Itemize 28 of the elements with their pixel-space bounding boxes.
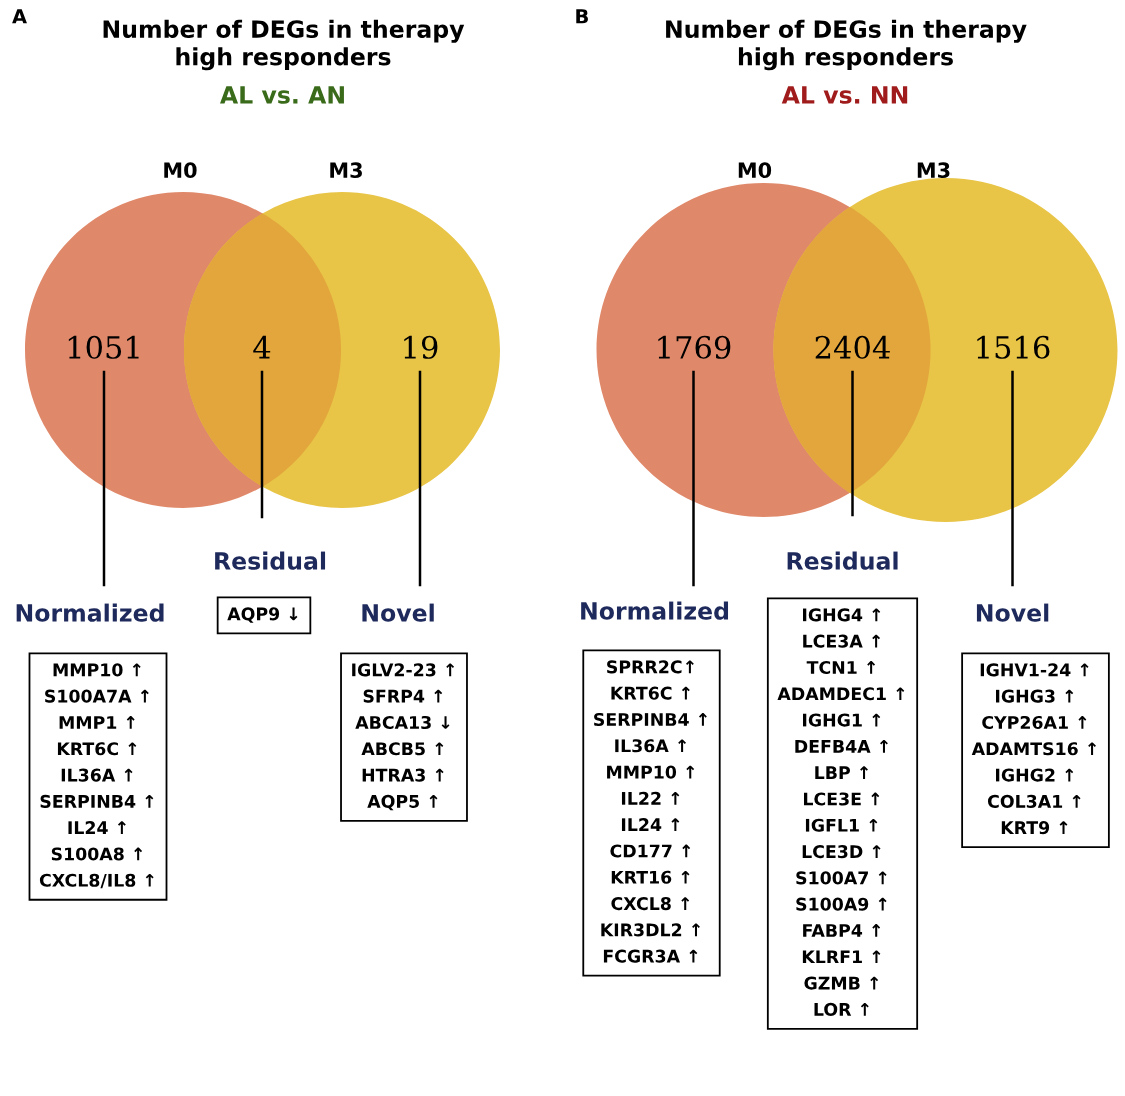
text: AL vs. NN xyxy=(781,86,908,104)
data-label: 19 xyxy=(404,335,438,359)
text: SPRR2C↑ KRT6C ↑ SERPINB4 ↑ IL36A ↑ MMP10 ↑ IL22 ↑ IL24 ↑ CD177 ↑ KRT16 ↑ CXCL8 ↑ KIR3DL2 ↑ FCGR3A ↑ xyxy=(594,660,707,963)
data-label: 2404 xyxy=(815,335,890,359)
text: AL vs. AN xyxy=(220,86,344,104)
text: Number of DEGs in therapy high responders xyxy=(666,19,1027,71)
text: Normalized xyxy=(16,603,164,622)
data-label: 1769 xyxy=(658,335,731,359)
text: IGHG4 ↑ LCE3A ↑ TCN1 ↑ ADAMDEC1 ↑ IGHG1 ↑ DEFB4A ↑ LBP ↑ LCE3E ↑ IGFL1 ↑ LCE3D ↑ S100A7 ↑ S100A9 ↑ FABP4 ↑ KLRF1 ↑ GZMB ↑ LOR ↑ xyxy=(777,608,905,1016)
text: Number of DEGs in therapy high responders xyxy=(103,19,465,71)
data-label: 1051 xyxy=(68,335,139,359)
text: Normalized xyxy=(581,601,729,620)
text: Residual xyxy=(215,551,326,570)
text: A xyxy=(12,9,27,24)
data-label: 1516 xyxy=(977,335,1050,359)
text: B xyxy=(576,9,588,24)
text: Residual xyxy=(787,551,898,570)
data-label: 4 xyxy=(253,335,271,359)
text: M3 xyxy=(917,162,950,179)
text: IGLV2-23 ↑ SFRP4 ↑ ABCA13 ↓ ABCB5 ↑ HTRA3 ↑ AQP5 ↑ xyxy=(352,663,455,811)
text: IGHV1-24 ↑ IGHG3 ↑ CYP26A1 ↑ ADAMTS16 ↑ IGHG2 ↑ COL3A1 ↑ KRT9 ↑ xyxy=(971,663,1096,835)
text: Novel xyxy=(976,603,1049,622)
text: AQP9 ↓ xyxy=(227,607,298,623)
text: M3 xyxy=(330,162,362,179)
text: MMP10 ↑ S100A7A ↑ MMP1 ↑ KRT6C ↑ IL36A ↑ SERPINB4 ↑ IL24 ↑ S100A8 ↑ CXCL8/IL8 ↑ xyxy=(39,663,154,889)
text: M0 xyxy=(164,162,197,179)
text: M0 xyxy=(738,162,772,179)
text: Novel xyxy=(362,603,434,622)
